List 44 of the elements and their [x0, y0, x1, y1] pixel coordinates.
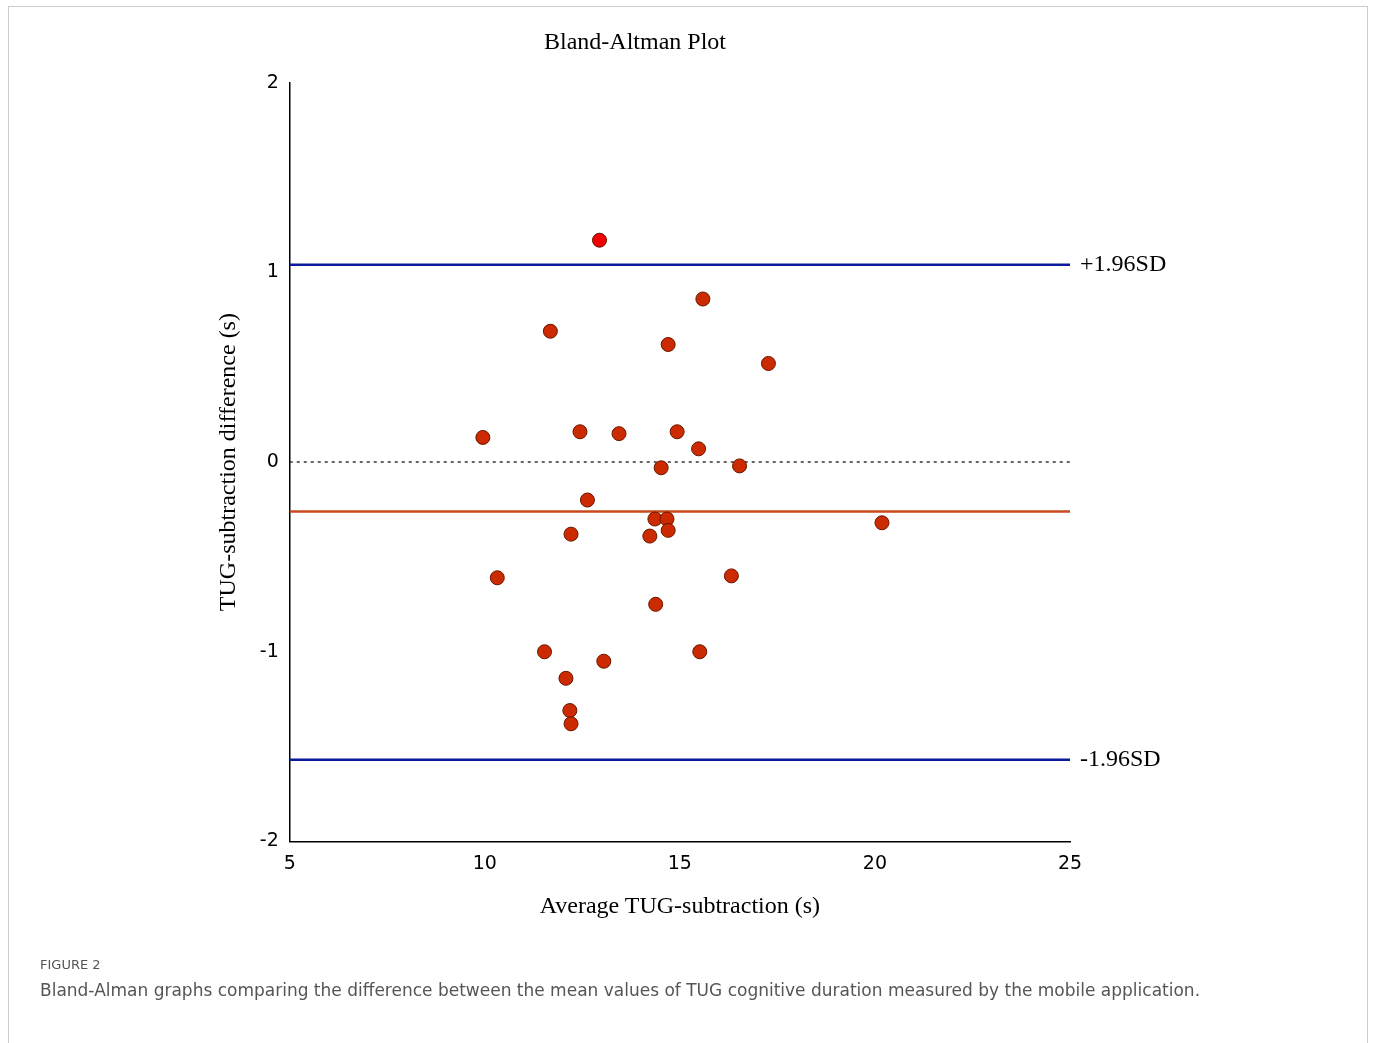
x-tick-label: 5	[283, 850, 296, 873]
point	[572, 424, 588, 440]
point	[642, 528, 658, 544]
point	[669, 424, 685, 440]
point	[563, 526, 579, 542]
point	[647, 511, 663, 527]
point	[475, 429, 491, 445]
y-tick-label: 0	[266, 449, 279, 472]
point	[695, 291, 711, 307]
y-axis-title: TUG-subtraction difference (s)	[213, 313, 240, 612]
caption: FIGURE 2	[40, 957, 101, 972]
y-tick-label: -2	[259, 828, 279, 851]
x-tick-label: 20	[862, 850, 888, 873]
point	[648, 596, 664, 612]
point	[732, 458, 748, 474]
point	[592, 232, 608, 248]
point	[760, 355, 776, 371]
x-tick-label: 10	[472, 850, 497, 873]
y-tick-label: 2	[266, 69, 279, 92]
ref-line-label: +1.96SD	[1080, 250, 1167, 277]
point	[558, 670, 574, 686]
x-axis-title: Average TUG-subtraction (s)	[539, 891, 821, 918]
point	[874, 515, 890, 531]
point	[692, 644, 708, 660]
text: Bland-Alman graphs comparing the difference between the mean values of TUG cognitive duration measured by the mobile application.	[40, 979, 1202, 1002]
chart-title: Bland-Altman Plot	[544, 27, 727, 54]
y-tick-label: 1	[266, 259, 279, 282]
point	[596, 653, 612, 669]
point	[660, 522, 676, 538]
point	[691, 441, 707, 457]
point	[653, 460, 669, 476]
point	[537, 644, 552, 660]
point	[489, 570, 505, 586]
point	[579, 492, 595, 508]
point	[562, 703, 578, 719]
point	[660, 337, 676, 353]
y-tick-label: -1	[259, 638, 279, 661]
point	[723, 568, 739, 584]
point	[611, 426, 627, 442]
ref-line-label: -1.96SD	[1080, 745, 1161, 772]
point	[563, 716, 579, 732]
point	[542, 323, 558, 339]
x-tick-label: 15	[667, 850, 692, 873]
x-tick-label: 25	[1057, 850, 1083, 873]
